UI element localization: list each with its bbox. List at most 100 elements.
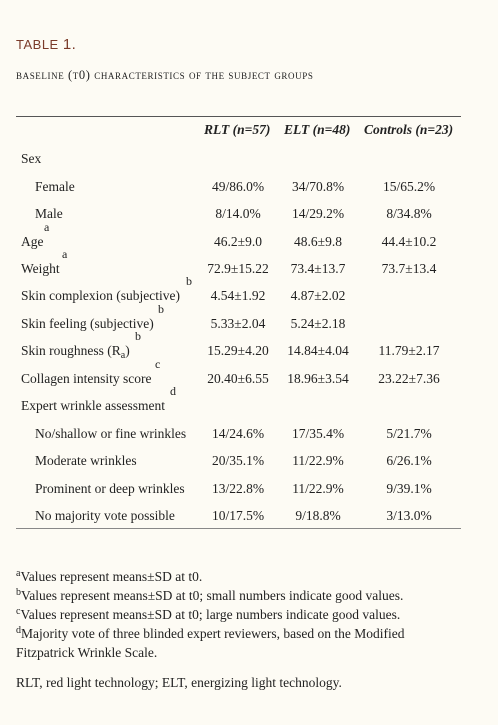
table-cell: 73.7±13.4 — [381, 261, 437, 276]
table-cell: 8/34.8% — [386, 206, 432, 221]
table-cell: 15.29±4.20 — [207, 343, 269, 358]
table-cell: 8/14.0% — [215, 206, 261, 221]
table-cell: 5/21.7% — [386, 426, 432, 441]
table-row: No majority vote possible 10/17.5% 9/18.8%… — [0, 508, 498, 528]
footnote-mark: c — [16, 606, 21, 617]
footnote-marker: b — [135, 329, 141, 343]
table-cell: 4.54±1.92 — [210, 288, 266, 303]
row-label: Weight — [21, 261, 60, 277]
footnote-marker: b — [158, 302, 164, 316]
table-label: TABLE 1. — [16, 36, 76, 53]
footnote-marker: a — [62, 247, 68, 261]
table-number: 1. — [62, 36, 77, 53]
row-label-text: Prominent or deep wrinkles — [35, 481, 185, 496]
row-label: Moderate wrinkles — [35, 453, 137, 469]
row-label: Skin complexion (subjective) — [21, 288, 180, 304]
table-cell: 20.40±6.55 — [207, 371, 269, 386]
table-cell: 3/13.0% — [386, 508, 432, 523]
table-cell: 9/39.1% — [386, 481, 432, 496]
row-label: Skin feeling (subjective) — [21, 316, 154, 332]
table-cell: 18.96±3.54 — [287, 371, 349, 386]
table-cell: 72.9±15.22 — [207, 261, 269, 276]
row-label-text: Skin feeling (subjective) — [21, 316, 154, 331]
table-row: Moderate wrinkles 20/35.1% 11/22.9% 6/26.1% — [0, 453, 498, 473]
row-label-text: Sex — [21, 151, 42, 166]
table-cell: 11.79±2.17 — [378, 343, 440, 358]
footnote-mark: b — [16, 587, 21, 598]
footnote-text: Majority vote of three blinded expert re… — [16, 626, 405, 660]
table-cell: 11/22.9% — [292, 481, 344, 496]
table-cell: 14/24.6% — [211, 426, 265, 441]
table-row: Prominent or deep wrinkles 13/22.8% 11/22.… — [0, 481, 498, 501]
row-label-end: ) — [125, 343, 130, 358]
table-row: Weight a 72.9±15.22 73.4±13.7 73.7±13.4 — [0, 247, 498, 281]
table-row: Collagen intensity score c 20.40±6.55 18.96… — [0, 357, 498, 391]
row-label: Skin roughness (Ra) — [21, 343, 130, 361]
table-cell: 10/17.5% — [211, 508, 265, 523]
row-label: Sex — [21, 151, 41, 167]
table-row: No/shallow or fine wrinkles 14/24.6% 17/35… — [0, 426, 498, 446]
table-cell: 6/26.1% — [386, 453, 432, 468]
table-cell: 17/35.4% — [291, 426, 345, 441]
table-row: Skin feeling (subjective) b 5.33±2.04 5.24±… — [0, 302, 498, 336]
table-row: Skin complexion (subjective) b 4.54±1.92 4.… — [0, 274, 498, 308]
table-cell: 13/22.8% — [211, 481, 265, 496]
row-label-text: Moderate wrinkles — [35, 453, 137, 468]
row-label: Collagen intensity score — [21, 371, 151, 387]
footnote-marker: a — [44, 220, 50, 234]
table-cell: 49/86.0% — [211, 179, 265, 194]
footnote: dMajority vote of three blinded expert r… — [16, 625, 456, 662]
table-cell: 20/35.1% — [211, 453, 265, 468]
footnote: cValues represent means±SD at t0; large … — [16, 606, 456, 625]
footnote: bValues represent means±SD at t0; small … — [16, 587, 456, 606]
table-cell: 44.4±10.2 — [381, 234, 437, 249]
footnote-text: Values represent means±SD at t0. — [20, 569, 203, 584]
table-cell: 4.87±2.02 — [290, 288, 346, 303]
footnote-marker: b — [186, 274, 192, 288]
column-header-elt: ELT (n=48) — [284, 122, 351, 137]
column-header-rlt: RLT (n=57) — [204, 122, 271, 137]
table-cell: 23.22±7.36 — [378, 371, 440, 386]
footnote-text: Values represent means±SD at t0; small n… — [21, 588, 404, 603]
footnote-marker: c — [155, 357, 161, 371]
table-cell: 46.2±9.0 — [214, 234, 262, 249]
row-label-text: Expert wrinkle assessment — [21, 398, 165, 413]
row-label: No majority vote possible — [35, 508, 175, 524]
abbreviations-note: RLT, red light technology; ELT, energizi… — [16, 675, 342, 690]
row-label-subscript: a — [120, 350, 126, 361]
footnote: aValues represent means±SD at t0. — [16, 568, 456, 587]
row-label-text: Skin roughness (R — [21, 343, 121, 358]
table-cell: 14/29.2% — [291, 206, 345, 221]
row-label: No/shallow or fine wrinkles — [35, 426, 186, 442]
row-label: Female — [35, 179, 75, 195]
table-cell: 5.24±2.18 — [290, 316, 346, 331]
table-top-rule — [16, 116, 461, 117]
table-cell: 9/18.8% — [295, 508, 341, 523]
column-header-controls: Controls (n=23) — [364, 122, 454, 137]
table-row: Skin roughness (Ra) b 15.29±4.20 14.84±4.04… — [0, 329, 498, 363]
table-bottom-rule — [16, 528, 461, 529]
table-row: Female 49/86.0% 34/70.8% 15/65.2% — [0, 179, 498, 199]
table-cell: 48.6±9.8 — [294, 234, 342, 249]
table-cell: 5.33±2.04 — [210, 316, 266, 331]
footnote-text: Values represent means±SD at t0; large n… — [20, 607, 401, 622]
row-label-text: Male — [35, 206, 63, 221]
table-cell: 73.4±13.7 — [290, 261, 346, 276]
table-row: Age a 46.2±9.0 48.6±9.8 44.4±10.2 — [0, 220, 498, 254]
table-row: Sex — [0, 151, 498, 171]
row-label: Age — [21, 234, 44, 250]
table-caption: Baseline (t0) characteristics of the sub… — [16, 68, 314, 82]
table-cell: 15/65.2% — [382, 179, 436, 194]
table-cell: 14.84±4.04 — [287, 343, 349, 358]
row-label-text: Age — [21, 234, 44, 249]
table-cell: 11/22.9% — [292, 453, 344, 468]
table-row: Male 8/14.0% 14/29.2% 8/34.8% — [0, 206, 498, 226]
footnote-mark: d — [16, 625, 21, 636]
row-label: Prominent or deep wrinkles — [35, 481, 185, 497]
footnote-mark: a — [16, 568, 21, 579]
table-row: Expert wrinkle assessment d — [0, 384, 498, 418]
row-label-text: Collagen intensity score — [21, 371, 152, 386]
row-label: Male — [35, 206, 63, 222]
row-label-text: No majority vote possible — [35, 508, 175, 523]
row-label: Expert wrinkle assessment — [21, 398, 165, 414]
